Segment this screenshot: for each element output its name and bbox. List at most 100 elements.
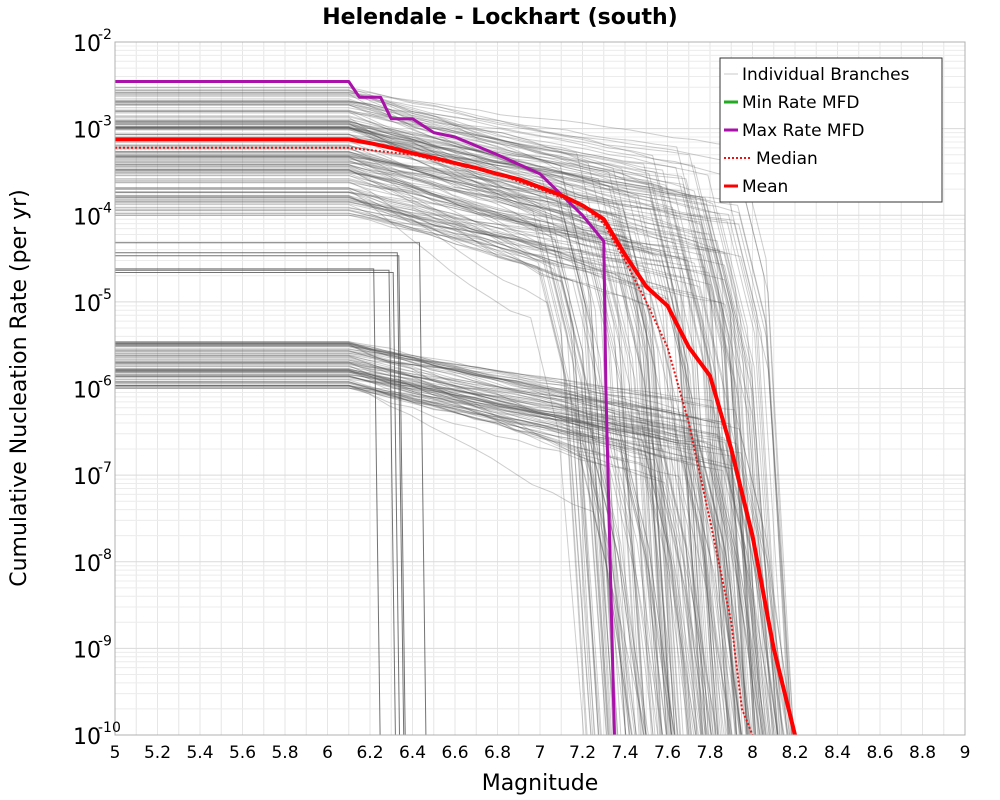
branch-line [115, 375, 695, 736]
branch-line [115, 187, 616, 736]
legend: Individual Branches Min Rate MFD Max Rate … [719, 57, 943, 203]
branch-line [115, 163, 588, 736]
branch-line [115, 352, 668, 736]
branch-line [115, 154, 755, 736]
branch-line [115, 377, 795, 736]
branch-line [115, 191, 757, 736]
branch-line [115, 152, 730, 736]
branch-line [115, 191, 721, 736]
branch-line [115, 214, 656, 736]
branch-line [115, 210, 763, 736]
y-tick-exponent: -8 [98, 547, 112, 563]
branch-line [115, 91, 731, 736]
y-tick-label: 10 [73, 552, 101, 577]
branch-line [115, 191, 630, 736]
branch-line [115, 127, 678, 736]
branch-line [115, 144, 781, 736]
branch-line [115, 127, 774, 736]
branch-line [115, 161, 788, 736]
branch-line [115, 351, 637, 736]
legend-box [719, 57, 943, 203]
branch-line [115, 137, 737, 736]
branch-line [115, 368, 664, 736]
branch-line [115, 385, 752, 736]
branch-line [115, 151, 689, 736]
x-tick-label: 8.4 [824, 743, 851, 763]
branch-line [115, 348, 752, 736]
series-lines [115, 80, 797, 736]
branch-line [115, 123, 652, 736]
branch-line [115, 369, 702, 736]
branch-line [115, 182, 714, 736]
branch-line [115, 343, 672, 736]
branch-line [115, 107, 748, 736]
x-tick-label: 7.2 [569, 743, 596, 763]
branch-line [115, 110, 717, 736]
branch-line [115, 164, 674, 736]
branch-line [115, 358, 649, 736]
branch-line [115, 101, 676, 736]
branch-line [115, 369, 761, 736]
branch-line [115, 272, 400, 736]
branch-line [115, 255, 406, 736]
x-tick-label: 8.2 [781, 743, 808, 763]
branch-line [115, 372, 737, 736]
branch-line [115, 194, 616, 736]
branch-line [115, 269, 396, 736]
branch-line [115, 201, 753, 736]
branch-line [115, 165, 751, 736]
branch-line [115, 371, 789, 736]
branch-line [115, 343, 789, 736]
legend-label: Min Rate MFD [742, 93, 860, 113]
x-axis-label: Magnitude [482, 771, 599, 796]
branch-line [115, 133, 712, 736]
branch-line [115, 174, 688, 736]
branch-line [115, 118, 738, 736]
branch-line [115, 168, 609, 736]
branch-line [115, 374, 699, 736]
branch-line [115, 357, 633, 736]
branch-line [115, 385, 784, 736]
branch-line [115, 181, 601, 736]
branch-line [115, 197, 770, 736]
branch-line [115, 369, 637, 736]
branch-line [115, 371, 765, 736]
branch-line [115, 121, 689, 736]
branch-line [115, 104, 663, 736]
branch-line [115, 167, 682, 736]
branch-line [115, 197, 765, 736]
branch-line [115, 198, 778, 736]
y-tick-label: 10 [73, 379, 101, 404]
branch-line [115, 370, 645, 736]
branch-line [115, 189, 585, 736]
branch-line [115, 200, 737, 736]
branch-line [115, 341, 732, 736]
branch-line [115, 127, 640, 736]
x-tick-label: 6.8 [484, 743, 511, 763]
branch-line [115, 370, 647, 736]
branch-line [115, 145, 748, 736]
branch-line [115, 166, 748, 736]
branch-line [115, 155, 618, 736]
branch-line [115, 354, 659, 736]
branch-line [115, 375, 664, 736]
branch-line [115, 344, 654, 736]
branch-line [115, 182, 723, 736]
branch-line [115, 385, 647, 736]
branch-line [115, 93, 617, 736]
branch-line [115, 363, 784, 736]
branch-line [115, 252, 405, 736]
x-tick-label: 5.6 [229, 743, 256, 763]
branch-line [115, 162, 778, 736]
branch-line [115, 355, 696, 736]
x-tick-label: 5 [110, 743, 121, 763]
branch-line [115, 365, 636, 736]
branch-line [115, 345, 793, 736]
x-tick-label: 8 [747, 743, 758, 763]
branch-line [115, 138, 759, 736]
branch-line [115, 126, 773, 736]
y-tick-exponent: -2 [98, 27, 112, 43]
branch-line [115, 341, 627, 736]
mean-line [115, 137, 797, 736]
y-tick-exponent: -10 [98, 720, 121, 736]
